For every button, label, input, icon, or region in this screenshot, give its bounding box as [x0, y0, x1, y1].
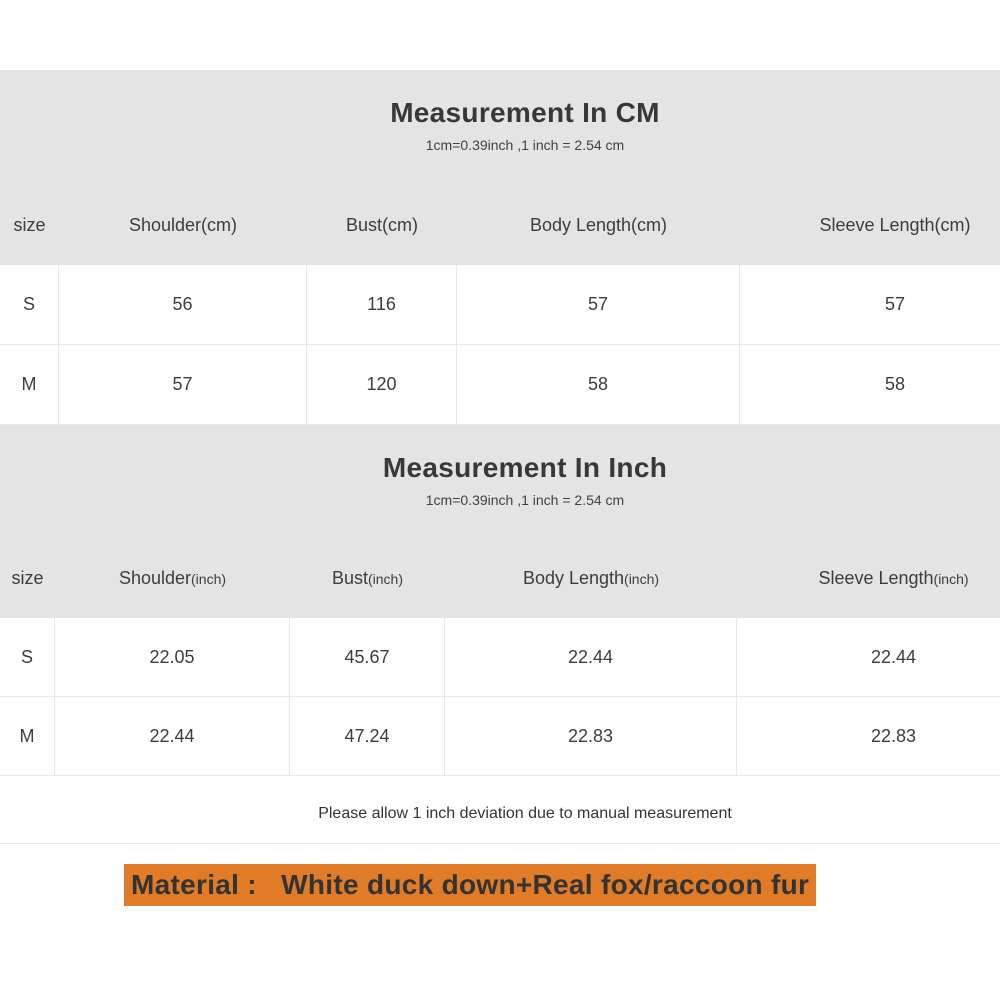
column-unit: (cm) [934, 214, 971, 235]
measurement-cell: 116 [307, 265, 457, 344]
size-chart-inch-table: S 22.05 45.67 22.44 22.44 M 22.44 47.24 … [0, 618, 1000, 776]
column-header-sleeve-length: Sleeve Length (cm) [740, 215, 1000, 236]
column-header-sleeve-length: Sleeve Length (inch) [737, 568, 1000, 589]
column-unit: (inch) [191, 570, 227, 587]
table-row-m: M 22.44 47.24 22.83 22.83 [0, 697, 1000, 776]
measurement-cell: 58 [457, 345, 740, 424]
measurement-cell: 120 [307, 345, 457, 424]
measurement-cell: 57 [884, 294, 906, 314]
measurement-cell: 22.05 [55, 618, 290, 696]
table-row-m: M 57 120 58 58 [0, 345, 1000, 425]
measurement-cell: 22.44 [445, 618, 737, 696]
deviation-note: Please allow 1 inch deviation due to man… [318, 804, 732, 822]
section-title-cm: Measurement In CM [390, 97, 660, 128]
measurement-cell: 22.83 [445, 697, 737, 775]
column-label: Sleeve Length [819, 214, 935, 235]
size-cell: M [0, 345, 59, 424]
content-container: Measurement In CM 1cm=0.39inch ,1 inch =… [0, 0, 1000, 906]
measurement-inch-header: Measurement In Inch 1cm=0.39inch ,1 inch… [0, 425, 1000, 618]
column-header-size: size [0, 568, 55, 589]
column-unit: (inch) [368, 570, 404, 587]
size-chart-cm-table: S 56 116 57 57 M 57 120 58 58 [0, 265, 1000, 425]
column-label: Body Length [522, 567, 625, 588]
inch-column-header-row: size Shoulder (inch) Bust (inch) Body Leng… [0, 563, 1000, 593]
column-unit: (inch) [624, 570, 660, 587]
measurement-cell: 47.24 [290, 697, 445, 775]
column-header-shoulder: Shoulder (inch) [55, 568, 290, 589]
column-label: Shoulder [128, 214, 202, 235]
size-cell: S [0, 618, 55, 696]
measurement-cell: 22.44 [55, 697, 290, 775]
table-row-s: S 56 116 57 57 [0, 265, 1000, 345]
column-header-body-length: Body Length (cm) [457, 215, 740, 236]
measurement-cell: 56 [59, 265, 307, 344]
section-title-inch: Measurement In Inch [382, 452, 668, 483]
column-header-size: size [0, 215, 59, 236]
column-label: Body Length [529, 214, 632, 235]
table-row-s: S 22.05 45.67 22.44 22.44 [0, 618, 1000, 697]
size-cell: M [0, 697, 55, 775]
material-text: Material : White duck down+Real fox/racc… [131, 869, 810, 900]
measurement-cell: 58 [884, 374, 906, 394]
column-unit: (cm) [201, 214, 238, 235]
column-header-bust: Bust (cm) [307, 215, 457, 236]
measurement-cell: 45.67 [290, 618, 445, 696]
measurement-cm-header: Measurement In CM 1cm=0.39inch ,1 inch =… [0, 70, 1000, 265]
cm-column-header-row: size Shoulder (cm) Bust (cm) Body Length (c… [0, 210, 1000, 240]
column-label: Bust [345, 214, 383, 235]
material-highlight: Material : White duck down+Real fox/racc… [124, 864, 817, 906]
column-header-bust: Bust (inch) [290, 568, 445, 589]
column-label: Sleeve Length [818, 567, 934, 588]
column-unit: (cm) [631, 214, 668, 235]
column-label: size [13, 214, 46, 235]
material-area: Material : White duck down+Real fox/racc… [0, 844, 1000, 906]
column-label: Bust [331, 567, 368, 588]
section-subtitle-cm: 1cm=0.39inch ,1 inch = 2.54 cm [425, 137, 625, 153]
column-label: Shoulder [118, 567, 192, 588]
measurement-cell: 57 [59, 345, 307, 424]
column-header-body-length: Body Length (inch) [445, 568, 737, 589]
measurement-cell: 57 [457, 265, 740, 344]
divider-line [0, 843, 1000, 844]
top-spacer [0, 0, 1000, 70]
size-cell: S [0, 265, 59, 344]
column-label: size [11, 567, 44, 588]
section-subtitle-inch: 1cm=0.39inch ,1 inch = 2.54 cm [425, 492, 625, 508]
measurement-cell: 22.83 [870, 725, 917, 746]
measurement-cell: 22.44 [870, 646, 917, 667]
column-header-shoulder: Shoulder (cm) [59, 215, 307, 236]
column-unit: (inch) [933, 570, 969, 587]
column-unit: (cm) [382, 214, 418, 235]
